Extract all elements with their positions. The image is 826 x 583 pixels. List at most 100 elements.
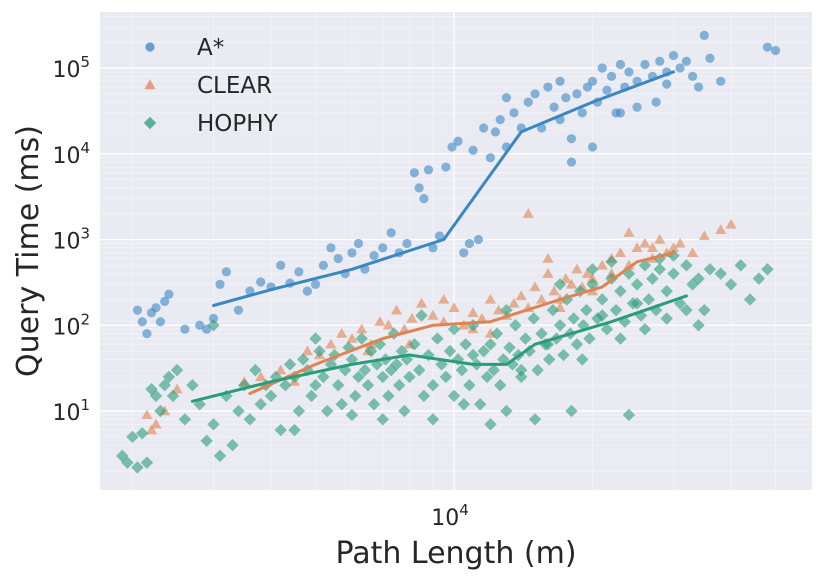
data-point-clear: [476, 312, 488, 323]
data-point-a: [353, 238, 364, 249]
data-point-hophy: [493, 379, 507, 392]
legend-label-hophy: HOPHY: [197, 111, 279, 137]
y-tick-label-exponent: 2: [80, 310, 90, 328]
data-point-hophy: [335, 398, 348, 411]
data-point-hophy: [455, 363, 469, 377]
data-point-hophy: [415, 309, 428, 322]
data-point-a: [687, 71, 698, 81]
data-point-a: [602, 85, 612, 95]
data-point-clear: [508, 297, 520, 308]
data-point-a: [587, 76, 598, 86]
data-point-a: [215, 279, 225, 289]
data-point-a: [414, 183, 424, 193]
data-point-clear: [674, 237, 686, 248]
data-point-hophy: [207, 418, 220, 431]
data-point-hophy: [166, 389, 180, 403]
data-point-hophy: [443, 344, 457, 358]
data-point-a: [256, 277, 266, 287]
data-point-a: [459, 248, 469, 258]
data-point-clear: [542, 268, 554, 278]
data-point-hophy: [345, 408, 359, 422]
data-point-clear: [390, 304, 403, 315]
data-point-clear: [493, 304, 505, 315]
data-point-clear: [646, 242, 659, 253]
data-point-hophy: [121, 456, 134, 469]
data-point-hophy: [283, 358, 297, 371]
data-point-hophy: [170, 363, 184, 377]
data-point-a: [597, 63, 607, 73]
data-point-clear: [581, 268, 594, 278]
data-point-hophy: [743, 293, 757, 306]
data-point-hophy: [392, 379, 406, 392]
data-point-a: [180, 324, 190, 334]
data-point-hophy: [531, 363, 544, 377]
data-point-clear: [150, 418, 162, 429]
data-point-a: [615, 108, 626, 118]
data-point-clear: [255, 371, 267, 382]
data-point-hophy: [546, 303, 560, 317]
data-point-hophy: [642, 293, 655, 306]
data-point-a: [615, 59, 626, 70]
data-point-hophy: [600, 323, 614, 336]
data-point-a: [378, 243, 388, 253]
data-point-clear: [427, 309, 439, 320]
series-layer: [116, 30, 781, 474]
data-point-a: [549, 102, 559, 112]
data-point-hophy: [724, 278, 738, 291]
data-point-a: [310, 279, 321, 289]
data-point-hophy: [653, 263, 666, 276]
data-point-hophy: [140, 456, 154, 469]
data-point-hophy: [238, 379, 251, 392]
data-point-hophy: [226, 438, 239, 452]
data-point-hophy: [553, 278, 567, 291]
data-point-hophy: [487, 363, 500, 377]
data-point-hophy: [474, 398, 487, 411]
data-point-hophy: [358, 363, 372, 377]
data-point-a: [402, 238, 412, 249]
data-point-hophy: [313, 344, 326, 358]
data-point-a: [770, 45, 781, 56]
data-point-a: [468, 145, 478, 155]
data-point-hophy: [398, 404, 411, 418]
data-point-a: [333, 253, 343, 264]
data-point-hophy: [158, 379, 171, 392]
data-point-a: [566, 157, 577, 167]
data-point-a: [543, 82, 553, 92]
y-tick-label-exponent: 4: [80, 139, 90, 157]
data-point-hophy: [412, 363, 426, 377]
data-point-a: [675, 63, 685, 73]
data-point-a: [681, 56, 692, 66]
x-tick-label-base: 10: [431, 506, 459, 531]
data-point-hophy: [541, 338, 555, 351]
legend-label-clear: CLEAR: [197, 73, 272, 99]
data-point-hophy: [459, 338, 472, 351]
data-point-a: [386, 228, 396, 238]
data-point-clear: [301, 345, 313, 356]
data-point-a: [447, 142, 457, 152]
x-tick-label: 104: [431, 501, 469, 531]
data-point-a: [441, 162, 451, 172]
data-point-hophy: [296, 353, 310, 366]
data-point-a: [423, 165, 434, 175]
data-point-hophy: [680, 303, 693, 317]
data-point-a: [587, 142, 598, 152]
data-point-hophy: [408, 338, 421, 351]
data-point-hophy: [630, 297, 644, 310]
data-point-hophy: [305, 389, 318, 403]
data-point-hophy: [698, 303, 711, 317]
data-point-a: [302, 286, 312, 296]
data-point-hophy: [317, 370, 330, 384]
data-point-clear: [522, 208, 534, 218]
data-point-hophy: [186, 379, 199, 392]
data-point-hophy: [447, 389, 461, 403]
data-point-hophy: [583, 332, 596, 345]
data-point-hophy: [509, 319, 522, 332]
data-point-hophy: [557, 348, 570, 362]
y-tick-label: 104: [52, 139, 90, 169]
data-point-a: [530, 89, 540, 99]
data-point-hophy: [523, 344, 536, 358]
data-point-clear: [336, 327, 348, 338]
data-point-a: [655, 56, 665, 66]
data-point-hophy: [154, 404, 167, 418]
